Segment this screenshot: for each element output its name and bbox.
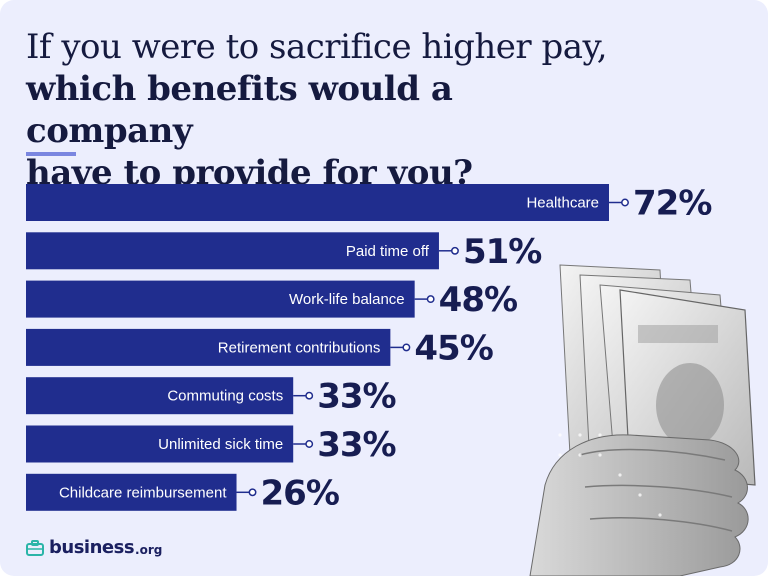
brand-name: business xyxy=(49,537,135,558)
connector-dot-healthcare xyxy=(621,198,629,207)
bar-label-work-life-balance: Work-life balance xyxy=(289,291,405,308)
bar-unlimited-sick-time xyxy=(26,425,294,463)
connector-dot-retirement-contributions xyxy=(402,343,411,352)
dollar-bills xyxy=(559,264,756,486)
connector-dot-paid-time-off xyxy=(451,246,459,255)
value-label-paid-time-off: 51% xyxy=(463,232,541,272)
connector-dot-unlimited-sick-time xyxy=(305,440,314,448)
value-label-healthcare: 72% xyxy=(633,184,711,224)
value-label-unlimited-sick-time: 33% xyxy=(317,425,395,465)
brand-suffix: .org xyxy=(135,542,163,557)
money-hand-illustration xyxy=(529,264,756,576)
connector-dot-childcare-reimbursement xyxy=(248,488,257,497)
bar-label-healthcare: Healthcare xyxy=(526,195,599,212)
dot-pattern xyxy=(558,433,662,517)
bar-retirement-contributions xyxy=(26,328,391,366)
bar-commuting-costs xyxy=(26,377,294,415)
value-label-childcare-reimbursement: 26% xyxy=(261,473,339,513)
bar-label-childcare-reimbursement: Childcare reimbursement xyxy=(59,484,227,501)
bar-label-commuting-costs: Commuting costs xyxy=(167,388,283,405)
bar-healthcare xyxy=(26,184,609,221)
value-label-commuting-costs: 33% xyxy=(317,377,395,417)
title-line-1: If you were to sacrifice higher pay, xyxy=(26,27,608,67)
bar-paid-time-off xyxy=(26,232,439,270)
connector-dot-commuting-costs xyxy=(305,391,314,400)
value-label-retirement-contributions: 45% xyxy=(414,328,492,368)
connector-dot-work-life-balance xyxy=(426,295,435,304)
title-line-2: which benefits would a company xyxy=(26,69,453,151)
bar-childcare-reimbursement xyxy=(26,473,237,511)
title-underline xyxy=(26,152,76,156)
bar-label-paid-time-off: Paid time off xyxy=(346,243,430,260)
briefcase-icon xyxy=(26,539,44,556)
bar-work-life-balance xyxy=(26,280,415,318)
value-label-work-life-balance: 48% xyxy=(439,280,517,320)
hand xyxy=(529,434,749,576)
brand-logo[interactable]: business .org xyxy=(26,537,162,558)
bar-label-unlimited-sick-time: Unlimited sick time xyxy=(158,436,283,453)
bar-label-retirement-contributions: Retirement contributions xyxy=(218,339,381,356)
